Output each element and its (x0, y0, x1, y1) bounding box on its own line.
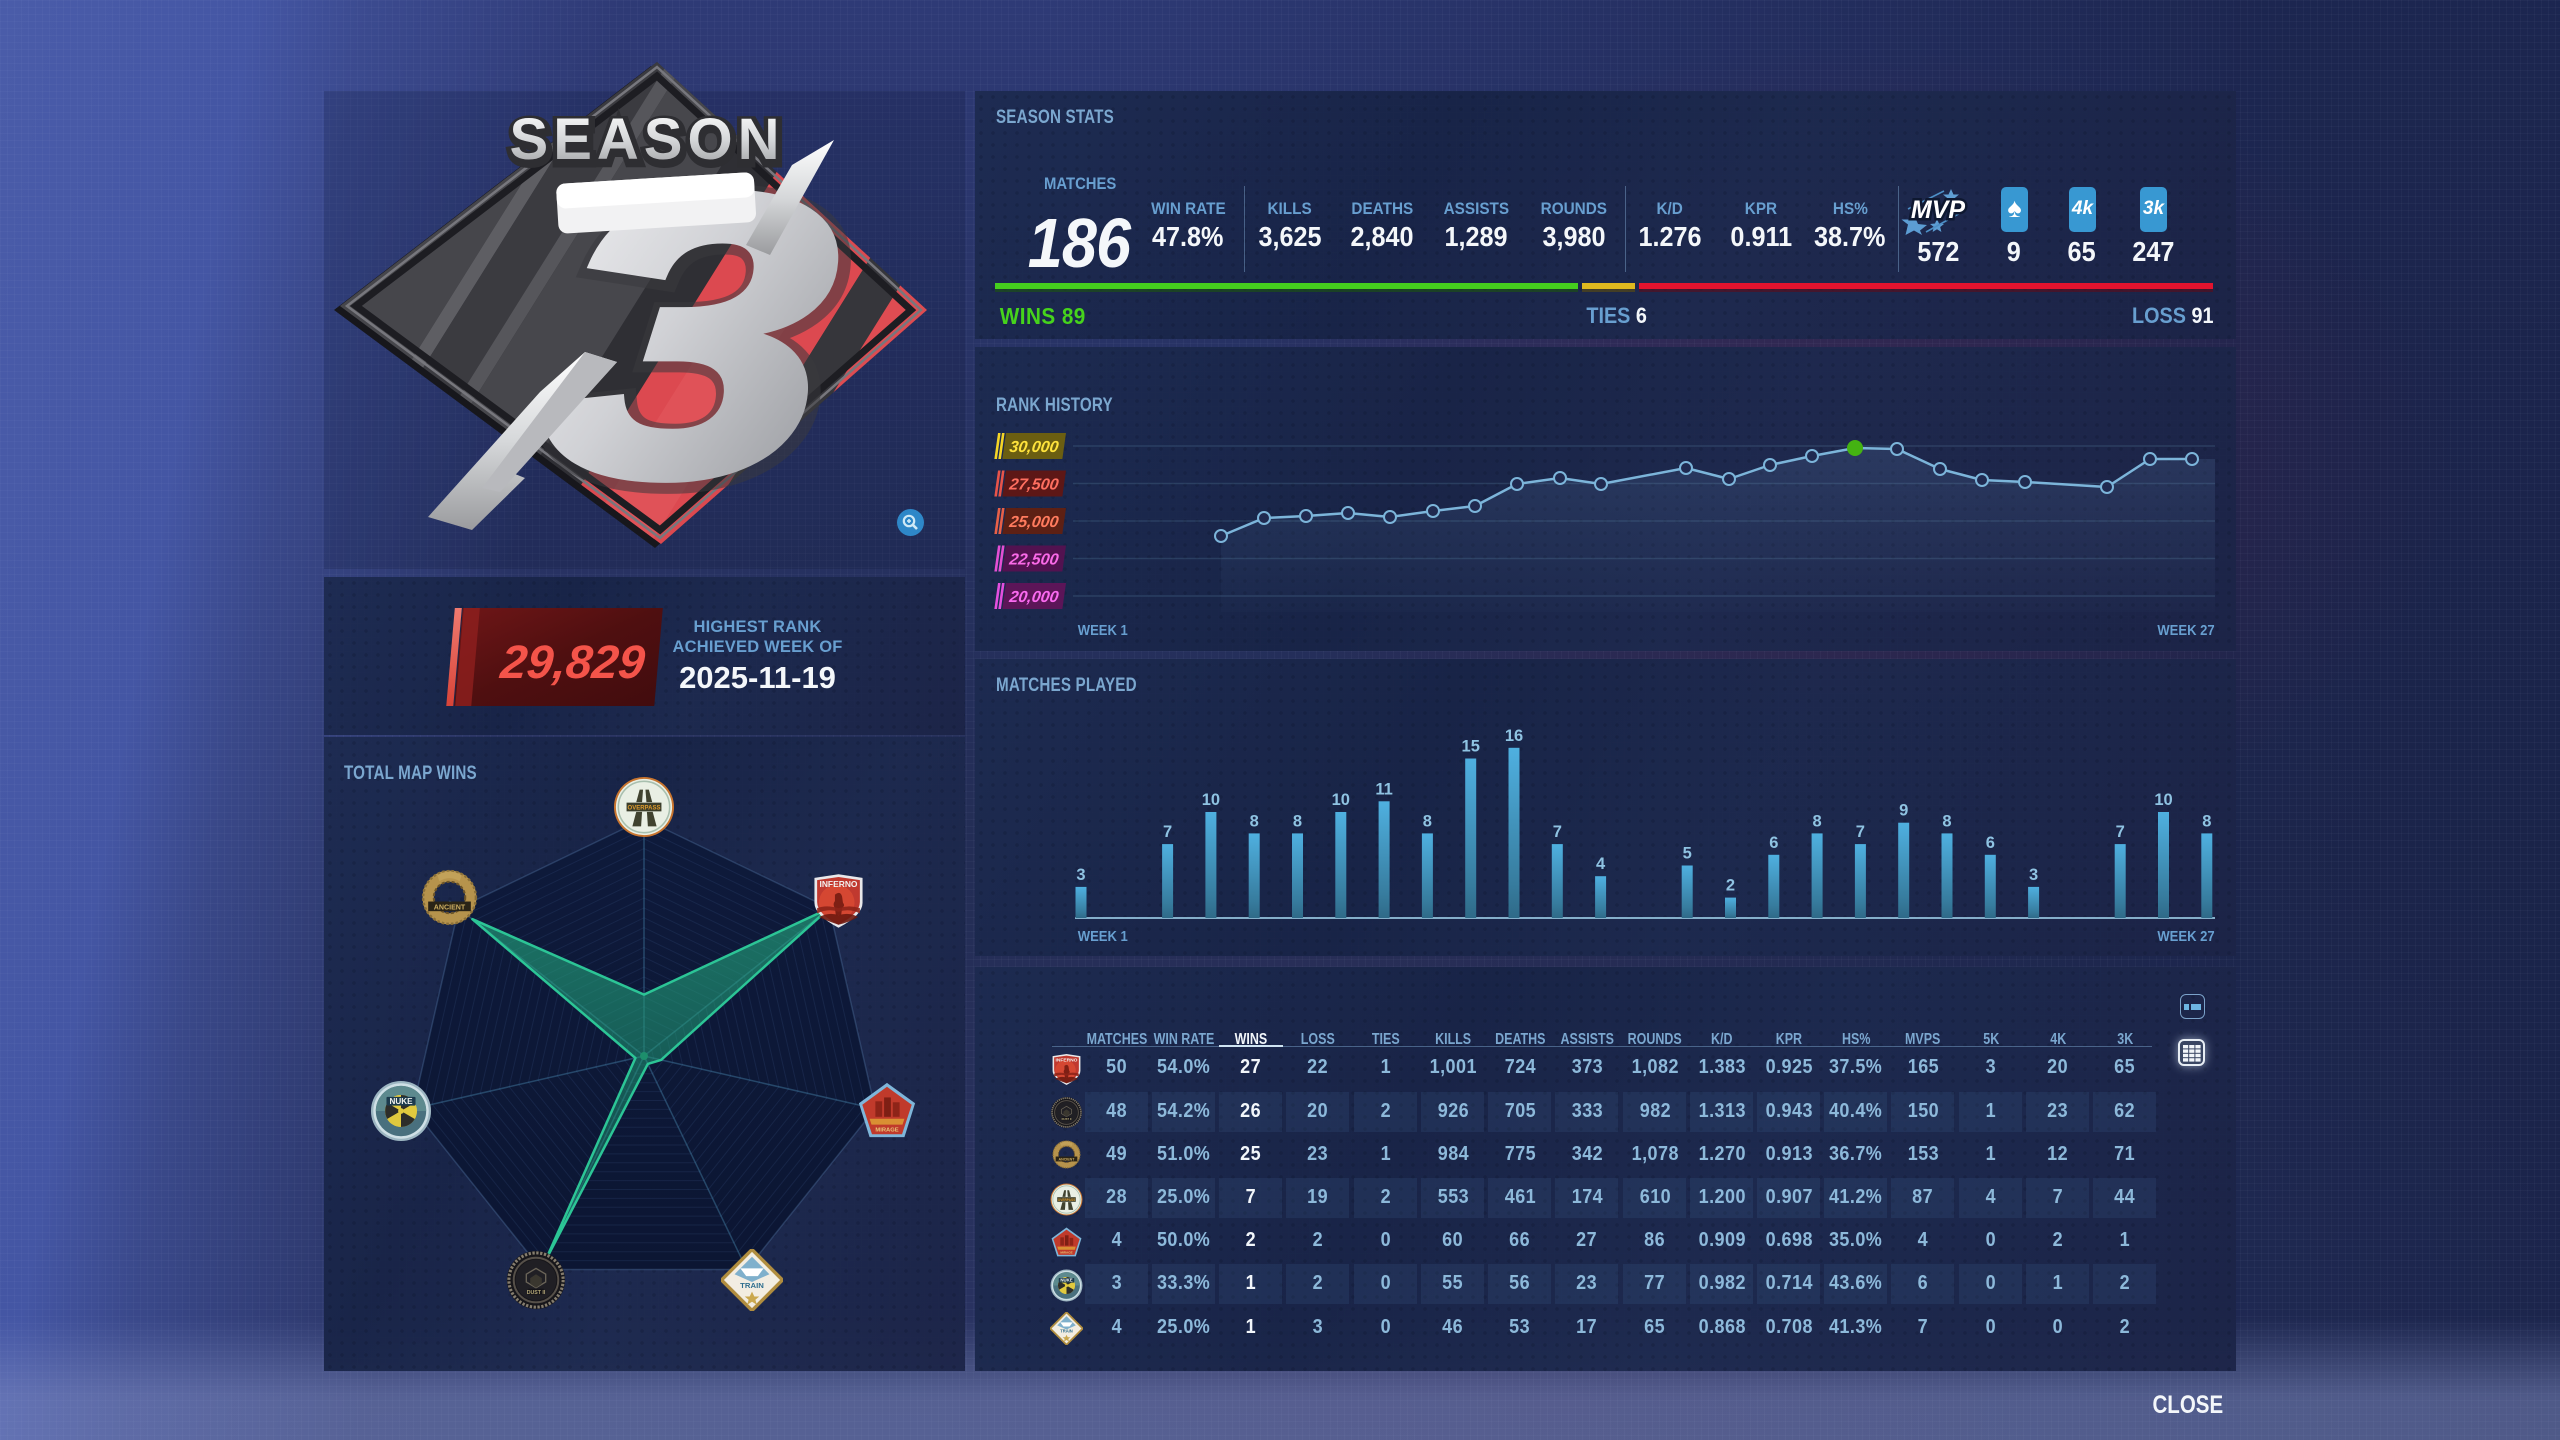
svg-text:SEASON: SEASON (511, 110, 786, 175)
svg-text:7: 7 (1163, 823, 1172, 841)
svg-text:27,500: 27,500 (1007, 476, 1059, 494)
svg-text:3: 3 (2029, 866, 2038, 884)
svg-text:5: 5 (1683, 845, 1692, 863)
svg-text:29,829: 29,829 (497, 635, 647, 688)
svg-text:10: 10 (1332, 791, 1350, 809)
svg-text:8: 8 (1423, 812, 1432, 830)
svg-text:SEASON: SEASON (510, 107, 785, 172)
svg-text:6: 6 (1769, 834, 1778, 852)
svg-text:10: 10 (2154, 791, 2172, 809)
svg-text:30,000: 30,000 (1008, 438, 1059, 456)
svg-text:8: 8 (1942, 812, 1951, 830)
svg-text:9: 9 (1899, 802, 1908, 820)
svg-text:7: 7 (1856, 823, 1865, 841)
svg-text:2: 2 (1726, 877, 1735, 895)
svg-text:8: 8 (1813, 812, 1822, 830)
svg-text:7: 7 (2116, 823, 2125, 841)
svg-text:16: 16 (1505, 727, 1523, 745)
svg-text:6: 6 (1986, 834, 1995, 852)
svg-text:4: 4 (1596, 855, 1606, 873)
svg-text:8: 8 (1250, 812, 1259, 830)
svg-text:22,500: 22,500 (1007, 551, 1059, 569)
svg-text:15: 15 (1462, 738, 1480, 756)
svg-text:20,000: 20,000 (1007, 588, 1059, 606)
svg-text:MVP: MVP (1911, 196, 1966, 224)
svg-text:3: 3 (1076, 866, 1085, 884)
svg-text:7: 7 (1553, 823, 1562, 841)
svg-text:11: 11 (1375, 780, 1392, 798)
svg-text:10: 10 (1202, 791, 1220, 809)
svg-text:25,000: 25,000 (1007, 513, 1059, 531)
svg-text:MVP: MVP (1911, 196, 1966, 224)
svg-text:8: 8 (2202, 812, 2211, 830)
svg-text:8: 8 (1293, 812, 1302, 830)
